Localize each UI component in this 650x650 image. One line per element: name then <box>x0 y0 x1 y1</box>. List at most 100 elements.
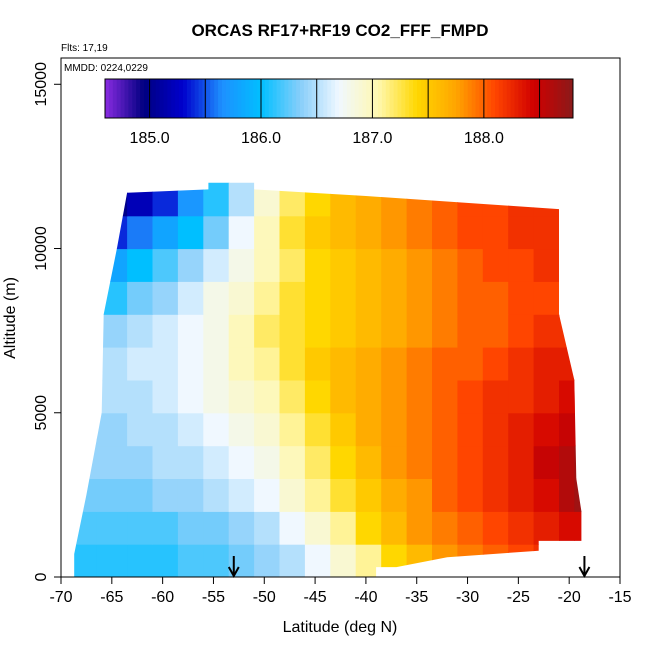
colorbar-segment <box>136 79 141 118</box>
field-cell <box>228 347 255 381</box>
colorbar-segment <box>401 79 406 118</box>
field-cell <box>406 544 433 578</box>
latitude-arrow-head <box>227 566 240 579</box>
field-cell <box>330 478 357 512</box>
colorbar-segment <box>108 79 114 118</box>
field-cell <box>279 412 306 447</box>
latitude-arrows <box>227 556 591 579</box>
x-tick-label: -55 <box>202 589 225 606</box>
colorbar-segment <box>105 79 110 118</box>
colorbar-segment <box>483 79 488 118</box>
x-tick-label: -70 <box>49 589 72 606</box>
colorbar-segment <box>417 79 422 118</box>
field-cell <box>152 215 179 250</box>
field-cell <box>482 478 509 512</box>
colorbar-segment <box>124 79 129 118</box>
colorbar-segment <box>526 79 531 118</box>
field-cell <box>559 445 575 479</box>
field-cell <box>127 478 154 512</box>
field-cell <box>127 445 154 479</box>
colorbar-segment <box>510 79 515 118</box>
field-cell <box>559 347 575 381</box>
field-cell <box>127 379 154 414</box>
field-cell <box>574 347 582 381</box>
colorbar-segment <box>140 79 145 118</box>
field-cell <box>74 478 98 512</box>
colorbar-segment <box>549 79 554 118</box>
field-cell <box>482 511 509 545</box>
colorbar-segment <box>327 79 332 118</box>
field-cell <box>533 314 560 348</box>
field-cell <box>330 445 357 479</box>
colorbar-segment <box>288 79 293 118</box>
field-cell <box>96 544 128 578</box>
field-cell <box>203 215 230 250</box>
field-cell <box>304 347 331 381</box>
field-cell <box>508 445 535 479</box>
field-cell <box>330 412 357 447</box>
colorbar-segment <box>436 79 441 118</box>
field-cell <box>508 347 535 381</box>
colorbar-segment <box>448 79 453 118</box>
colorbar-segment <box>171 79 176 118</box>
field-cell <box>559 314 575 348</box>
field-cell <box>228 281 255 315</box>
x-tick-label: -20 <box>558 589 581 606</box>
field-cell <box>355 445 382 479</box>
colorbar-segment <box>116 79 122 118</box>
colorbar-segment <box>331 79 336 118</box>
x-tick-label: -25 <box>507 589 530 606</box>
field-cell <box>74 182 98 217</box>
field-cell <box>152 445 179 479</box>
x-tick-label: -40 <box>354 589 377 606</box>
colorbar-segment <box>311 79 317 118</box>
field-cell <box>457 511 484 545</box>
colorbar-segment <box>413 79 418 118</box>
field-cell <box>559 248 575 282</box>
field-cell <box>457 281 484 315</box>
colorbar-segment <box>264 79 270 118</box>
colorbar-segment <box>432 79 437 118</box>
colorbar-segment <box>151 79 157 118</box>
colorbar-segment <box>420 79 426 118</box>
field-cell <box>381 412 408 447</box>
field-cell <box>432 544 458 578</box>
colorbar-segment <box>518 79 523 118</box>
field-cell <box>254 248 281 282</box>
field-cell <box>508 511 535 545</box>
colorbar-segment <box>467 79 473 118</box>
field-cell <box>381 379 408 414</box>
colorbar-segment <box>475 79 480 118</box>
latitude-arrow-head <box>578 566 591 579</box>
field-cell <box>96 215 128 250</box>
co2-field <box>74 182 582 578</box>
field-cell <box>381 478 408 512</box>
field-cell <box>127 281 154 315</box>
field-cell <box>381 281 408 315</box>
field-cell <box>559 412 575 447</box>
field-cell <box>574 314 582 348</box>
field-cell <box>254 314 281 348</box>
colorbar-segment <box>249 79 254 118</box>
field-cell <box>330 215 357 250</box>
field-cell <box>254 281 281 315</box>
field-cell <box>228 314 255 348</box>
field-cell <box>406 379 433 414</box>
field-cell <box>203 182 230 217</box>
field-cell <box>432 412 458 447</box>
field-cell <box>279 478 306 512</box>
colorbar-segment <box>335 79 340 118</box>
colorbar-segment <box>534 79 539 118</box>
field-cell <box>432 478 458 512</box>
field-cell <box>177 379 204 414</box>
colorbar-segment <box>183 79 188 118</box>
colorbar-segment <box>272 79 278 118</box>
colorbar-segment <box>565 79 570 118</box>
field-cell <box>74 248 98 282</box>
field-cell <box>457 445 484 479</box>
colorbar-tick-label: 187.0 <box>352 130 392 147</box>
field-cell <box>304 314 331 348</box>
field-cell <box>279 182 306 217</box>
field-cell <box>177 248 204 282</box>
field-cell <box>574 182 582 217</box>
